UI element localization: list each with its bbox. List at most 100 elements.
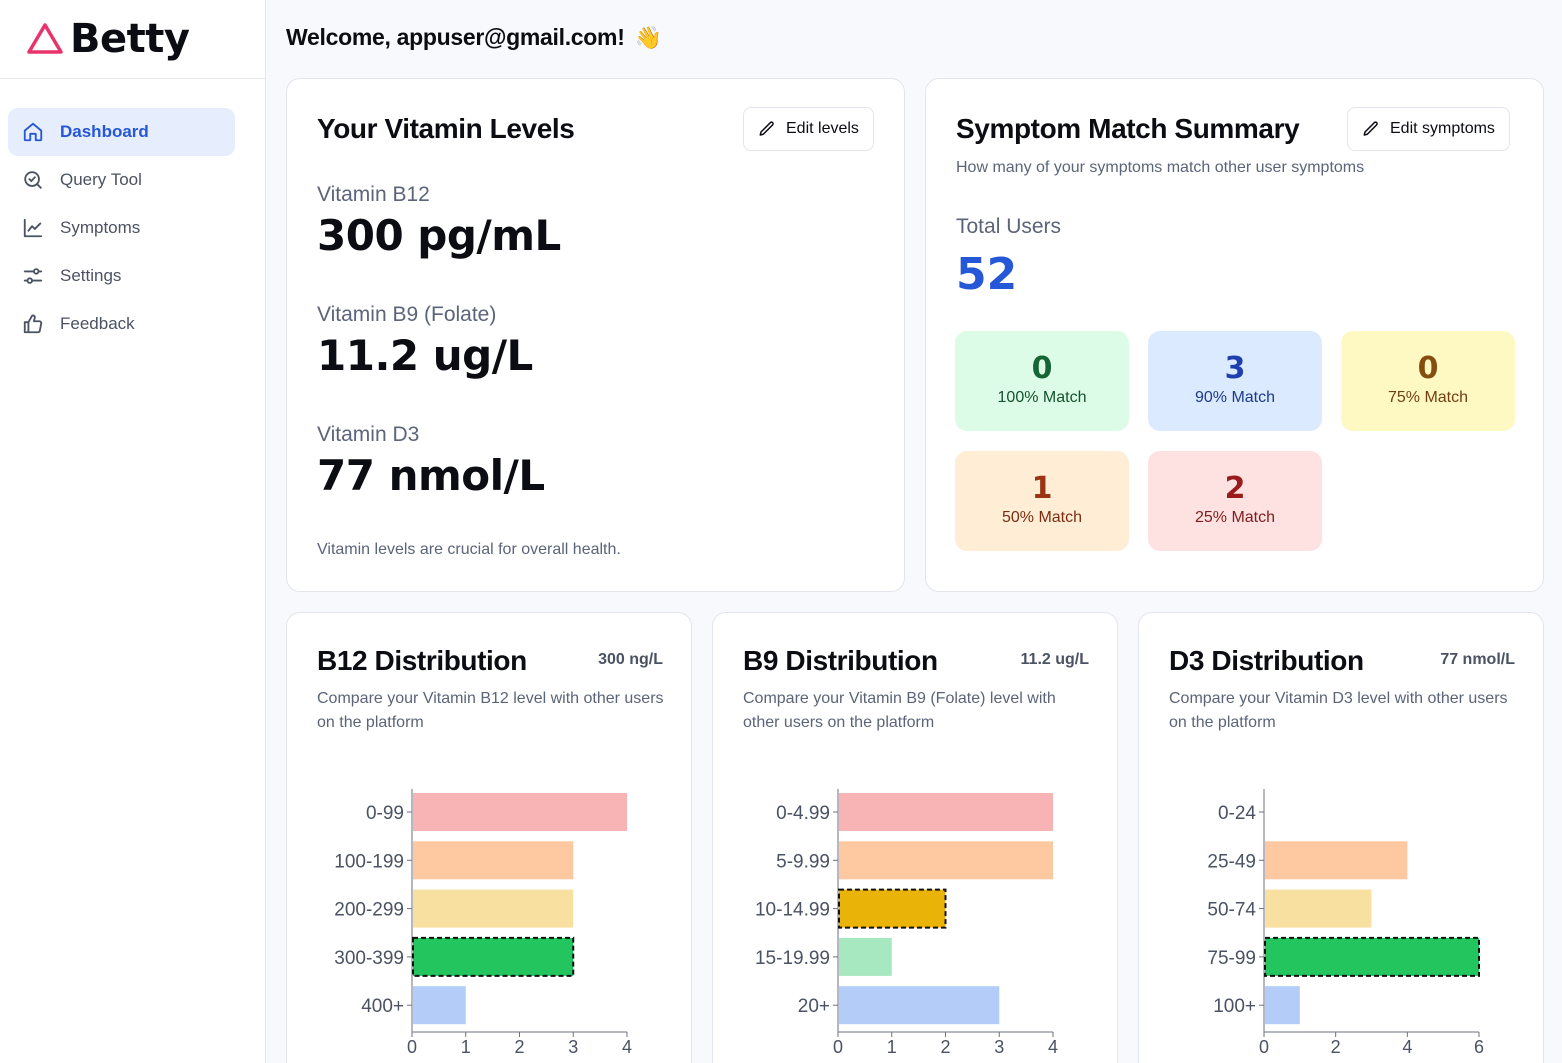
bar-50-74 — [1265, 889, 1372, 928]
bar-300-399 — [412, 936, 575, 977]
sidebar-item-label: Dashboard — [60, 122, 149, 141]
line-chart-icon — [23, 218, 43, 238]
y-tick-label: 15-19.99 — [755, 948, 830, 969]
sidebar-item-query-tool[interactable]: Query Tool — [8, 156, 235, 204]
search-check-icon — [24, 171, 42, 189]
total-users-label: Total Users — [956, 215, 1062, 238]
bar-20+ — [839, 986, 1000, 1025]
vitamin-d3-value: 77 nmol/L — [317, 451, 545, 500]
card-title: Your Vitamin Levels — [317, 113, 575, 144]
sidebar-item-label: Symptoms — [60, 218, 141, 237]
sidebar-item-label: Query Tool — [60, 170, 142, 189]
pencil-icon — [759, 121, 774, 136]
d3-distribution-chart: 0-24 25-49 50-74 75-99 100+0 2 4 6 — [1207, 789, 1484, 1057]
match-count: 1 — [1031, 471, 1053, 506]
x-tick-label: 0 — [407, 1037, 417, 1057]
sidebar-item-settings[interactable]: Settings — [8, 252, 235, 300]
vitamin-b12-value: 300 pg/mL — [317, 211, 561, 260]
bar-15-19.99 — [839, 937, 892, 976]
bar-25-49 — [1265, 841, 1408, 880]
edit-symptoms-button[interactable]: Edit symptoms — [1347, 107, 1510, 151]
welcome-heading: Welcome, appuser@gmail.com! 👋 — [286, 24, 662, 51]
bar-75-99 — [1264, 936, 1480, 977]
match-100: 0 100% Match — [955, 331, 1129, 431]
vitamin-b9-value: 11.2 ug/L — [317, 331, 533, 380]
wave-emoji: 👋 — [634, 24, 662, 50]
x-tick-label: 1 — [461, 1037, 471, 1057]
edit-symptoms-label: Edit symptoms — [1390, 120, 1495, 137]
y-tick-label: 200-299 — [334, 900, 404, 921]
user-level-badge: 300 ng/L — [598, 651, 663, 668]
match-label: 90% Match — [1194, 389, 1276, 406]
symptom-match-card: Symptom Match Summary Edit symptoms How … — [925, 78, 1544, 592]
bar-400+ — [413, 986, 466, 1025]
total-users-value: 52 — [956, 249, 1018, 300]
bar-100+ — [1265, 986, 1300, 1025]
sidebar-item-label: Feedback — [60, 314, 135, 333]
b9-distribution-chart: 0-4.99 5-9.99 10-14.99 15-19.99 20+0 1 2 3 4 — [755, 789, 1058, 1057]
triangle-logo-icon — [27, 23, 63, 54]
y-tick-label: 5-9.99 — [776, 851, 830, 872]
sidebar-nav: Dashboard Query Tool Symptoms Settings F… — [0, 79, 265, 348]
y-tick-label: 0-99 — [366, 803, 404, 824]
card-subtitle: Compare your Vitamin B12 level with othe… — [317, 690, 664, 731]
edit-levels-label: Edit levels — [786, 120, 859, 137]
bar-5-9.99 — [839, 841, 1053, 880]
bar-100-199 — [413, 841, 574, 880]
card-title: D3 Distribution — [1169, 645, 1364, 676]
x-tick-label: 4 — [1048, 1037, 1058, 1057]
x-tick-label: 2 — [514, 1037, 524, 1057]
x-tick-label: 4 — [622, 1037, 632, 1057]
welcome-text: Welcome, appuser@gmail.com! — [286, 24, 625, 50]
bar-0-99 — [413, 793, 627, 831]
match-label: 25% Match — [1194, 509, 1276, 526]
x-tick-label: 3 — [994, 1037, 1004, 1057]
vitamin-b9-label: Vitamin B9 (Folate) — [317, 303, 497, 326]
sidebar: Betty Dashboard Query Tool Symptoms Sett… — [0, 0, 266, 1063]
match-25: 2 25% Match — [1148, 451, 1322, 551]
match-label: 75% Match — [1387, 389, 1469, 406]
card-title: B9 Distribution — [743, 645, 938, 676]
vitamin-note: Vitamin levels are crucial for overall h… — [317, 541, 621, 558]
y-tick-label: 75-99 — [1207, 948, 1256, 969]
card-subtitle: Compare your Vitamin B9 (Folate) level w… — [743, 690, 1056, 731]
sidebar-item-feedback[interactable]: Feedback — [8, 300, 235, 348]
user-level-badge: 77 nmol/L — [1440, 651, 1515, 668]
match-count: 2 — [1224, 471, 1246, 506]
brand-name: Betty — [70, 16, 190, 62]
y-tick-label: 300-399 — [334, 948, 404, 969]
user-level-badge: 11.2 ug/L — [1020, 651, 1089, 668]
y-tick-label: 400+ — [361, 996, 404, 1017]
vitamin-levels-card: Your Vitamin Levels Edit levels Vitamin … — [286, 78, 905, 592]
vitamin-d3-label: Vitamin D3 — [317, 423, 420, 446]
match-75: 0 75% Match — [1341, 331, 1515, 431]
edit-levels-button[interactable]: Edit levels — [743, 107, 874, 151]
symptom-subtitle: How many of your symptoms match other us… — [956, 159, 1365, 176]
x-tick-label: 0 — [833, 1037, 843, 1057]
y-tick-label: 25-49 — [1207, 851, 1256, 872]
y-tick-label: 20+ — [798, 996, 830, 1017]
match-count: 0 — [1031, 351, 1053, 386]
vitamin-b12-label: Vitamin B12 — [317, 183, 430, 206]
match-count: 0 — [1417, 351, 1439, 386]
d3-distribution-card: D3 Distribution 77 nmol/L Compare your V… — [1138, 612, 1544, 1063]
card-title: B12 Distribution — [317, 645, 527, 676]
sidebar-item-symptoms[interactable]: Symptoms — [8, 204, 235, 252]
match-label: 100% Match — [997, 389, 1087, 406]
y-tick-label: 50-74 — [1207, 900, 1256, 921]
x-tick-label: 2 — [1331, 1037, 1341, 1057]
y-tick-label: 0-4.99 — [776, 803, 830, 824]
b12-distribution-chart: 0-99 100-199 200-299 300-399 400+0 1 2 3 4 — [334, 789, 632, 1057]
match-count: 3 — [1224, 351, 1246, 386]
sidebar-item-label: Settings — [60, 266, 122, 285]
pencil-icon — [1363, 121, 1378, 136]
y-tick-label: 100-199 — [334, 851, 404, 872]
bar-10-14.99 — [838, 888, 947, 929]
b9-distribution-card: B9 Distribution 11.2 ug/L Compare your V… — [712, 612, 1118, 1063]
x-tick-label: 6 — [1474, 1037, 1484, 1057]
b12-distribution-card: B12 Distribution 300 ng/L Compare your V… — [286, 612, 692, 1063]
brand[interactable]: Betty — [0, 0, 265, 79]
sidebar-item-dashboard[interactable]: Dashboard — [8, 108, 235, 156]
match-50: 1 50% Match — [955, 451, 1129, 551]
y-tick-label: 0-24 — [1218, 803, 1256, 824]
